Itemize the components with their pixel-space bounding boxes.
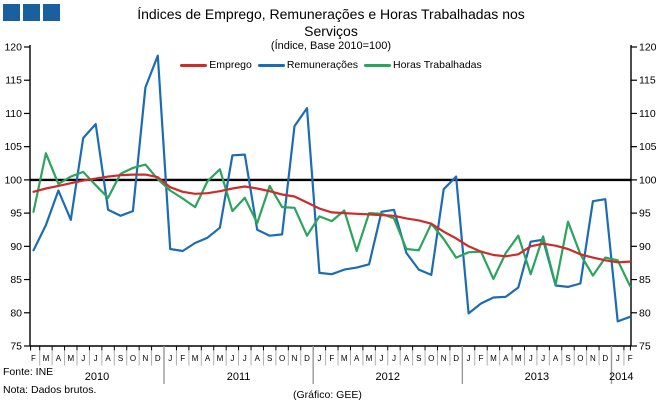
month-label: J [467, 354, 471, 363]
month-label: N [142, 354, 148, 363]
y-tick-label-left: 95 [10, 208, 22, 220]
y-tick-label-left: 85 [10, 274, 22, 286]
page-title-line1: Índices de Emprego, Remunerações e Horas… [137, 6, 525, 22]
month-label: S [416, 354, 421, 363]
chart-legend: Emprego Remunerações Horas Trabalhadas [0, 59, 662, 71]
legend-swatch-emprego [180, 63, 208, 67]
y-tick-label-left: 80 [10, 307, 22, 319]
month-label: S [118, 354, 123, 363]
month-label: D [155, 354, 161, 363]
legend-item-remuneracoes: Remunerações [257, 59, 359, 71]
y-tick-label-right: 105 [639, 141, 657, 153]
y-tick-label-right: 85 [639, 274, 651, 286]
month-label: F [180, 354, 185, 363]
month-label: O [428, 354, 434, 363]
y-tick-label-right: 100 [639, 174, 657, 186]
page-subtitle: (Índice, Base 2010=100) [270, 40, 392, 52]
logo [3, 4, 60, 21]
source-note: Fonte: INE [3, 366, 54, 378]
month-label: A [404, 354, 410, 363]
month-label: D [304, 354, 310, 363]
month-label: A [354, 354, 360, 363]
y-tick-label-left: 90 [10, 241, 22, 253]
month-label: M [192, 354, 199, 363]
month-label: N [292, 354, 298, 363]
month-label: A [205, 354, 211, 363]
year-label: 2012 [376, 371, 400, 383]
month-label: J [392, 354, 396, 363]
month-label: F [628, 354, 633, 363]
month-label: J [230, 354, 234, 363]
y-tick-label-left: 105 [4, 141, 22, 153]
series-line-remunera-es [32, 54, 632, 323]
y-tick-label-left: 75 [10, 341, 22, 353]
month-label: O [130, 354, 136, 363]
month-label: A [255, 354, 261, 363]
year-label: 2010 [85, 371, 109, 383]
month-label: M [366, 354, 373, 363]
year-label: 2014 [609, 371, 633, 383]
month-label: N [441, 354, 447, 363]
month-label: A [105, 354, 111, 363]
page-title-line2: Serviços [304, 23, 358, 39]
year-label: 2011 [227, 371, 251, 383]
month-label: M [490, 354, 497, 363]
logo-square [43, 4, 60, 21]
month-label: M [67, 354, 74, 363]
legend-label-remuneracoes: Remunerações [286, 59, 359, 71]
logo-square [23, 4, 40, 21]
month-label: F [31, 354, 36, 363]
legend-item-emprego: Emprego [180, 59, 252, 71]
month-label: M [217, 354, 224, 363]
month-label: S [267, 354, 272, 363]
legend-swatch-remuneracoes [257, 63, 285, 67]
month-label: A [56, 354, 62, 363]
month-label: O [279, 354, 285, 363]
series-line-horas-trabalhadas [32, 152, 632, 288]
legend-item-horas: Horas Trabalhadas [364, 59, 482, 71]
month-label: N [590, 354, 596, 363]
month-label: A [553, 354, 559, 363]
y-tick-label-left: 100 [4, 174, 22, 186]
month-label: J [243, 354, 247, 363]
y-tick-label-right: 95 [639, 208, 651, 220]
month-label: J [168, 354, 172, 363]
y-tick-label-right: 90 [639, 241, 651, 253]
month-label: M [43, 354, 50, 363]
month-label: J [317, 354, 321, 363]
month-label: F [479, 354, 484, 363]
y-tick-label-right: 115 [639, 75, 656, 87]
y-tick-label-right: 80 [639, 307, 651, 319]
month-label: F [329, 354, 334, 363]
month-label: S [565, 354, 570, 363]
month-label: D [453, 354, 459, 363]
y-tick-label-left: 120 [4, 42, 22, 54]
series-line-emprego [32, 173, 632, 264]
legend-label-horas: Horas Trabalhadas [393, 59, 482, 71]
y-tick-label-left: 115 [5, 75, 22, 87]
logo-square [3, 4, 20, 21]
credit-note: (Gráfico: GEE) [293, 389, 362, 401]
month-label: D [602, 354, 608, 363]
month-label: A [503, 354, 509, 363]
legend-label-emprego: Emprego [209, 59, 252, 71]
month-label: J [94, 354, 98, 363]
month-label: M [515, 354, 522, 363]
y-tick-label-right: 120 [639, 42, 657, 54]
month-label: O [577, 354, 583, 363]
month-label: J [380, 354, 384, 363]
month-label: J [616, 354, 620, 363]
year-label: 2013 [525, 371, 549, 383]
month-label: M [341, 354, 348, 363]
y-tick-label-left: 110 [5, 108, 22, 120]
y-tick-label-right: 110 [639, 108, 656, 120]
month-label: J [81, 354, 85, 363]
legend-swatch-horas [364, 63, 392, 67]
month-label: J [529, 354, 533, 363]
data-note: Nota: Dados brutos. [3, 384, 97, 396]
y-tick-label-right: 75 [639, 341, 651, 353]
month-label: J [541, 354, 545, 363]
